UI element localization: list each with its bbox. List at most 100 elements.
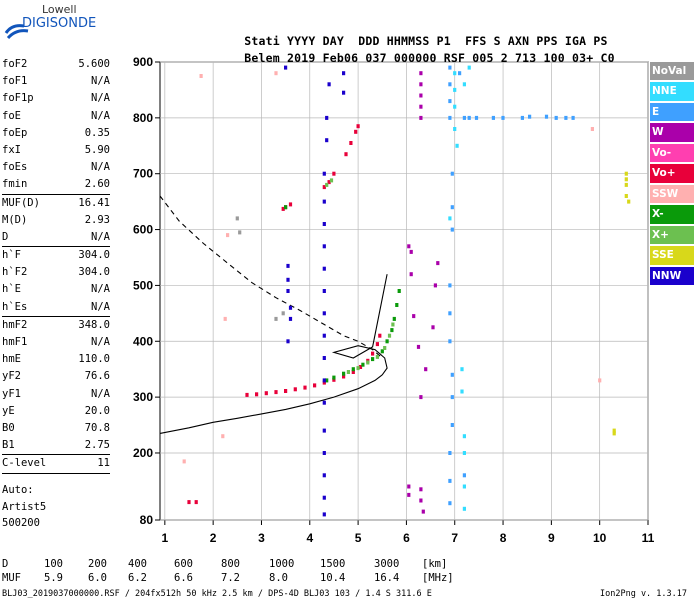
param-value: 2.93 bbox=[84, 213, 110, 226]
data-point-vo- bbox=[194, 500, 198, 505]
legend-item: NNW bbox=[650, 266, 694, 286]
x-tick-label: 9 bbox=[548, 531, 555, 545]
legend-item: X- bbox=[650, 205, 694, 224]
y-tick-label: 300 bbox=[133, 390, 153, 404]
data-point-vo- bbox=[281, 206, 285, 211]
param-row: foF2 5.600 bbox=[2, 56, 110, 73]
data-point-nne bbox=[462, 82, 466, 87]
data-point-vo- bbox=[342, 374, 346, 379]
param-value: N/A bbox=[91, 300, 110, 313]
data-point-e bbox=[448, 115, 452, 120]
data-point-w bbox=[436, 261, 440, 266]
data-point-vo- bbox=[187, 500, 191, 505]
hdr-label: AXN bbox=[507, 34, 530, 48]
data-point-w bbox=[412, 314, 416, 319]
data-point-e bbox=[450, 227, 454, 232]
footer-muf-value: 16.4 bbox=[374, 572, 400, 584]
data-point-vo- bbox=[356, 124, 360, 129]
y-tick-label: 700 bbox=[133, 167, 153, 181]
hdr-value: 2019 bbox=[287, 51, 316, 65]
hdr-label: DAY bbox=[322, 34, 344, 48]
hdr-label: YYYY bbox=[287, 34, 316, 48]
param-name: hmE bbox=[2, 353, 21, 366]
legend-item: SSE bbox=[650, 246, 694, 265]
hdr-value: 100 bbox=[543, 51, 565, 65]
param-value: N/A bbox=[91, 92, 110, 105]
x-tick-label: 7 bbox=[451, 531, 458, 545]
x-tick-label: 10 bbox=[593, 531, 607, 545]
digisonde-logo: Lowell DIGISONDE bbox=[2, 2, 96, 40]
data-point-vo- bbox=[371, 351, 375, 356]
data-point-w bbox=[431, 325, 435, 330]
data-point-w bbox=[424, 367, 428, 372]
data-point-nnw bbox=[322, 378, 326, 383]
logo-mark bbox=[4, 24, 29, 40]
y-tick-label: 600 bbox=[133, 223, 153, 237]
param-value: 70.8 bbox=[84, 421, 110, 434]
param-row: yF2 76.6 bbox=[2, 368, 110, 385]
data-point-x- bbox=[356, 366, 360, 371]
footer-d-label: D bbox=[2, 558, 9, 570]
profile-dashed bbox=[159, 195, 383, 359]
param-name: yF2 bbox=[2, 370, 21, 383]
data-point-x- bbox=[332, 375, 336, 380]
param-value: N/A bbox=[91, 109, 110, 122]
footer-d-value: 100 bbox=[44, 558, 63, 570]
data-point-nne bbox=[453, 104, 457, 109]
param-row: C-level 11 bbox=[2, 455, 110, 472]
y-tick-label: 80 bbox=[140, 513, 154, 527]
data-point-e bbox=[448, 501, 452, 506]
data-point-x- bbox=[380, 349, 384, 354]
data-point-x- bbox=[329, 178, 334, 183]
hdr-value: 03+ bbox=[572, 51, 594, 65]
data-point-x- bbox=[391, 322, 395, 327]
hdr-value: Belem bbox=[244, 51, 280, 65]
parameter-table: foF2 5.600 foF1 N/A foF1p N/A foE N/A foEp 0.35 fx… bbox=[2, 56, 110, 474]
data-point-e bbox=[467, 115, 471, 120]
data-point-vo- bbox=[375, 342, 379, 347]
param-row: foE N/A bbox=[2, 108, 110, 125]
param-row: D N/A bbox=[2, 229, 110, 246]
data-point-vo- bbox=[332, 377, 336, 382]
data-point-e bbox=[448, 311, 452, 316]
data-point-w bbox=[416, 344, 421, 349]
y-tick-label: 400 bbox=[133, 334, 153, 348]
param-name: B0 bbox=[2, 421, 15, 434]
data-point-vo- bbox=[255, 392, 259, 397]
data-point-nnw bbox=[286, 289, 290, 293]
param-row: hmE 110.0 bbox=[2, 351, 110, 368]
data-point-e bbox=[544, 114, 549, 119]
hdr-label: Stati bbox=[244, 34, 280, 48]
param-value: N/A bbox=[91, 387, 110, 400]
legend-item: W bbox=[650, 123, 694, 142]
data-point-x- bbox=[385, 339, 389, 344]
hdr-value: 2 bbox=[500, 51, 508, 65]
data-point-nne bbox=[455, 143, 459, 148]
data-point-w bbox=[419, 395, 423, 400]
data-point-x- bbox=[390, 328, 394, 333]
param-divider bbox=[2, 454, 110, 456]
hdr-value: 000000 bbox=[393, 51, 437, 65]
param-value: N/A bbox=[91, 161, 110, 174]
param-row: hmF2 348.0 bbox=[2, 317, 110, 334]
data-point-nne bbox=[462, 451, 466, 455]
footer-muf-value: [MHz] bbox=[422, 572, 454, 584]
data-point-x- bbox=[392, 316, 396, 321]
param-row: hmF1 N/A bbox=[2, 334, 110, 351]
param-value: 2.75 bbox=[84, 439, 110, 452]
data-point-nnw bbox=[286, 263, 290, 268]
data-point-e bbox=[458, 71, 462, 76]
param-value: N/A bbox=[91, 75, 110, 88]
data-point-vo- bbox=[322, 185, 326, 190]
data-point-ssw bbox=[182, 459, 186, 464]
footer-d-value: [km] bbox=[422, 558, 448, 570]
auto-label: Auto: bbox=[2, 484, 34, 496]
data-point-x- bbox=[371, 357, 375, 362]
data-point-sse bbox=[624, 182, 628, 187]
x-tick-label: 11 bbox=[642, 531, 655, 545]
data-point-x- bbox=[397, 289, 401, 293]
data-point-w bbox=[419, 82, 423, 87]
data-point-w bbox=[433, 283, 437, 288]
param-divider bbox=[2, 472, 110, 474]
param-name: fmin bbox=[2, 178, 28, 191]
